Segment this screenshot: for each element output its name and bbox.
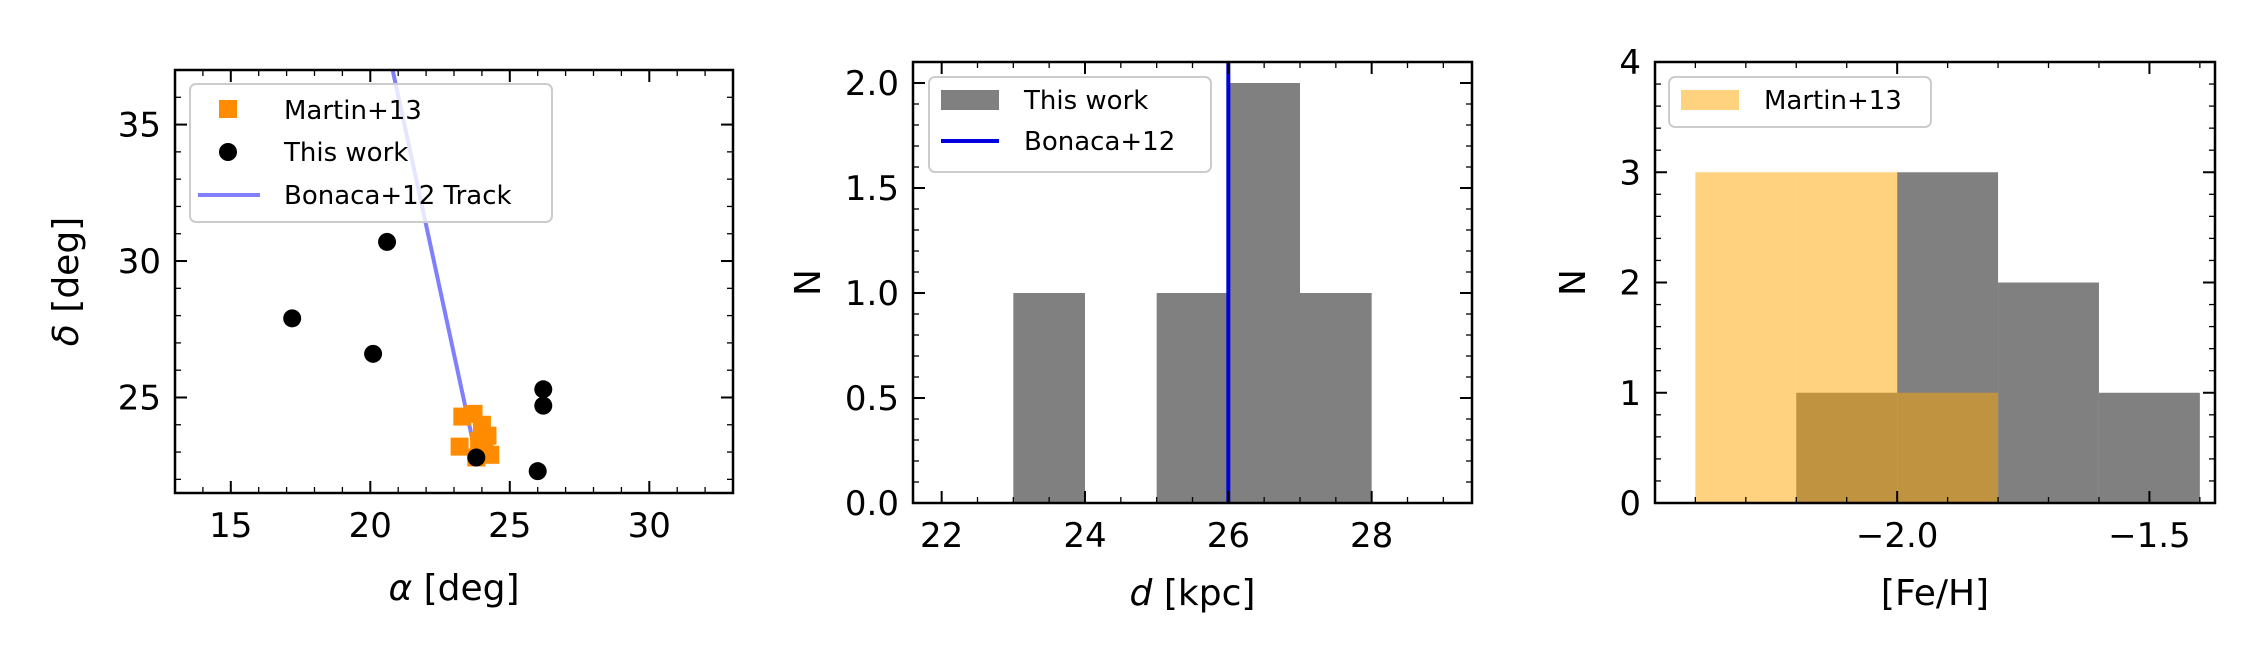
histogram-bar-martin13 xyxy=(1796,172,1898,503)
histogram-bar-this-work xyxy=(2098,392,2200,503)
data-point-this-work xyxy=(528,462,547,481)
y-tick-label: 3 xyxy=(1619,153,1641,193)
histogram-bar xyxy=(1228,83,1300,503)
data-point-this-work xyxy=(534,380,553,399)
y-tick-label: 2 xyxy=(1619,264,1641,304)
histogram-bar xyxy=(1300,293,1372,503)
plot-area xyxy=(1695,172,2200,503)
chart-panel-distance: 22 24 26 28 0.0 0.5 1.0 1.5 2.0 d [kpc] N This work… xyxy=(788,60,1474,614)
plot-area xyxy=(1013,62,1372,503)
y-tick-label: 30 xyxy=(118,242,161,282)
x-tick-label: 20 xyxy=(349,506,392,546)
y-tick-label: 0.0 xyxy=(845,484,899,524)
histogram-bar-this-work xyxy=(1998,282,2099,503)
x-tick-label: 22 xyxy=(920,516,963,556)
legend-box xyxy=(928,76,1212,173)
legend-marker-martin13 xyxy=(219,100,237,118)
y-axis-label: δ [deg] xyxy=(46,217,87,346)
x-axis-label-text: [kpc] xyxy=(1152,573,1255,614)
y-tick-label: 35 xyxy=(118,106,161,146)
data-point-this-work xyxy=(378,232,397,251)
x-axis-label: α [deg] xyxy=(388,568,519,609)
x-tick-label: 24 xyxy=(1063,516,1106,556)
y-axis-label-symbol: δ xyxy=(46,324,87,346)
legend-label: This work xyxy=(283,138,408,168)
legend-label: Bonaca+12 Track xyxy=(284,181,512,211)
x-tick-label: 28 xyxy=(1350,516,1393,556)
legend-patch-martin13 xyxy=(1681,90,1739,110)
chart-panel-metallicity: −2.0 −1.5 0 1 2 3 4 [Fe/H] N Martin+13 xyxy=(1553,43,2217,614)
x-axis-label: [Fe/H] xyxy=(1881,573,1989,614)
data-point-martin13 xyxy=(481,445,500,464)
legend-marker-this-work xyxy=(219,143,237,161)
legend-box xyxy=(189,83,553,223)
histogram-bar-martin13 xyxy=(1897,392,1999,503)
plot-area xyxy=(283,70,553,481)
data-point-this-work xyxy=(534,396,553,415)
legend-label: This work xyxy=(1023,86,1148,116)
data-point-martin13 xyxy=(478,426,497,445)
data-point-martin13 xyxy=(450,437,469,456)
x-axis-label: d [kpc] xyxy=(1130,573,1256,614)
y-axis-label: N xyxy=(1553,269,1594,296)
legend-label: Bonaca+12 xyxy=(1024,127,1175,157)
x-tick-label: 15 xyxy=(209,506,252,546)
y-tick-label: 1.5 xyxy=(845,169,899,209)
legend: Martin+13 This work Bonaca+12 Track xyxy=(189,83,553,223)
x-axis-label-text: [deg] xyxy=(412,568,519,609)
legend: This work Bonaca+12 xyxy=(928,76,1212,173)
data-point-this-work xyxy=(467,448,486,467)
histogram-bar-martin13 xyxy=(1695,172,1797,503)
legend-label: Martin+13 xyxy=(284,96,422,126)
histogram-bar xyxy=(1156,293,1229,503)
x-tick-label: 25 xyxy=(488,506,531,546)
legend-patch-this-work xyxy=(941,90,999,110)
legend: Martin+13 xyxy=(1668,76,1932,128)
y-axis-label-text: [deg] xyxy=(46,217,87,324)
legend-box xyxy=(1668,76,1932,128)
data-point-this-work xyxy=(364,344,383,363)
x-axis-label-symbol: α xyxy=(388,568,412,609)
x-tick-label: −1.5 xyxy=(2108,516,2191,556)
y-axis-label: N xyxy=(788,269,829,296)
y-tick-label: 2.0 xyxy=(845,64,899,104)
y-tick-label: 0 xyxy=(1619,484,1641,524)
x-axis-label-symbol: d xyxy=(1130,573,1154,614)
y-tick-label: 25 xyxy=(118,378,161,418)
y-tick-label: 0.5 xyxy=(845,379,899,419)
x-tick-label: 30 xyxy=(628,506,671,546)
data-point-this-work xyxy=(283,309,302,328)
y-tick-label: 1 xyxy=(1619,374,1641,414)
y-tick-label: 1.0 xyxy=(845,274,899,314)
histogram-bar xyxy=(1013,293,1085,503)
legend-label: Martin+13 xyxy=(1764,86,1902,116)
y-tick-label: 4 xyxy=(1619,43,1641,83)
x-tick-label: 26 xyxy=(1207,516,1250,556)
x-tick-label: −2.0 xyxy=(1856,516,1939,556)
